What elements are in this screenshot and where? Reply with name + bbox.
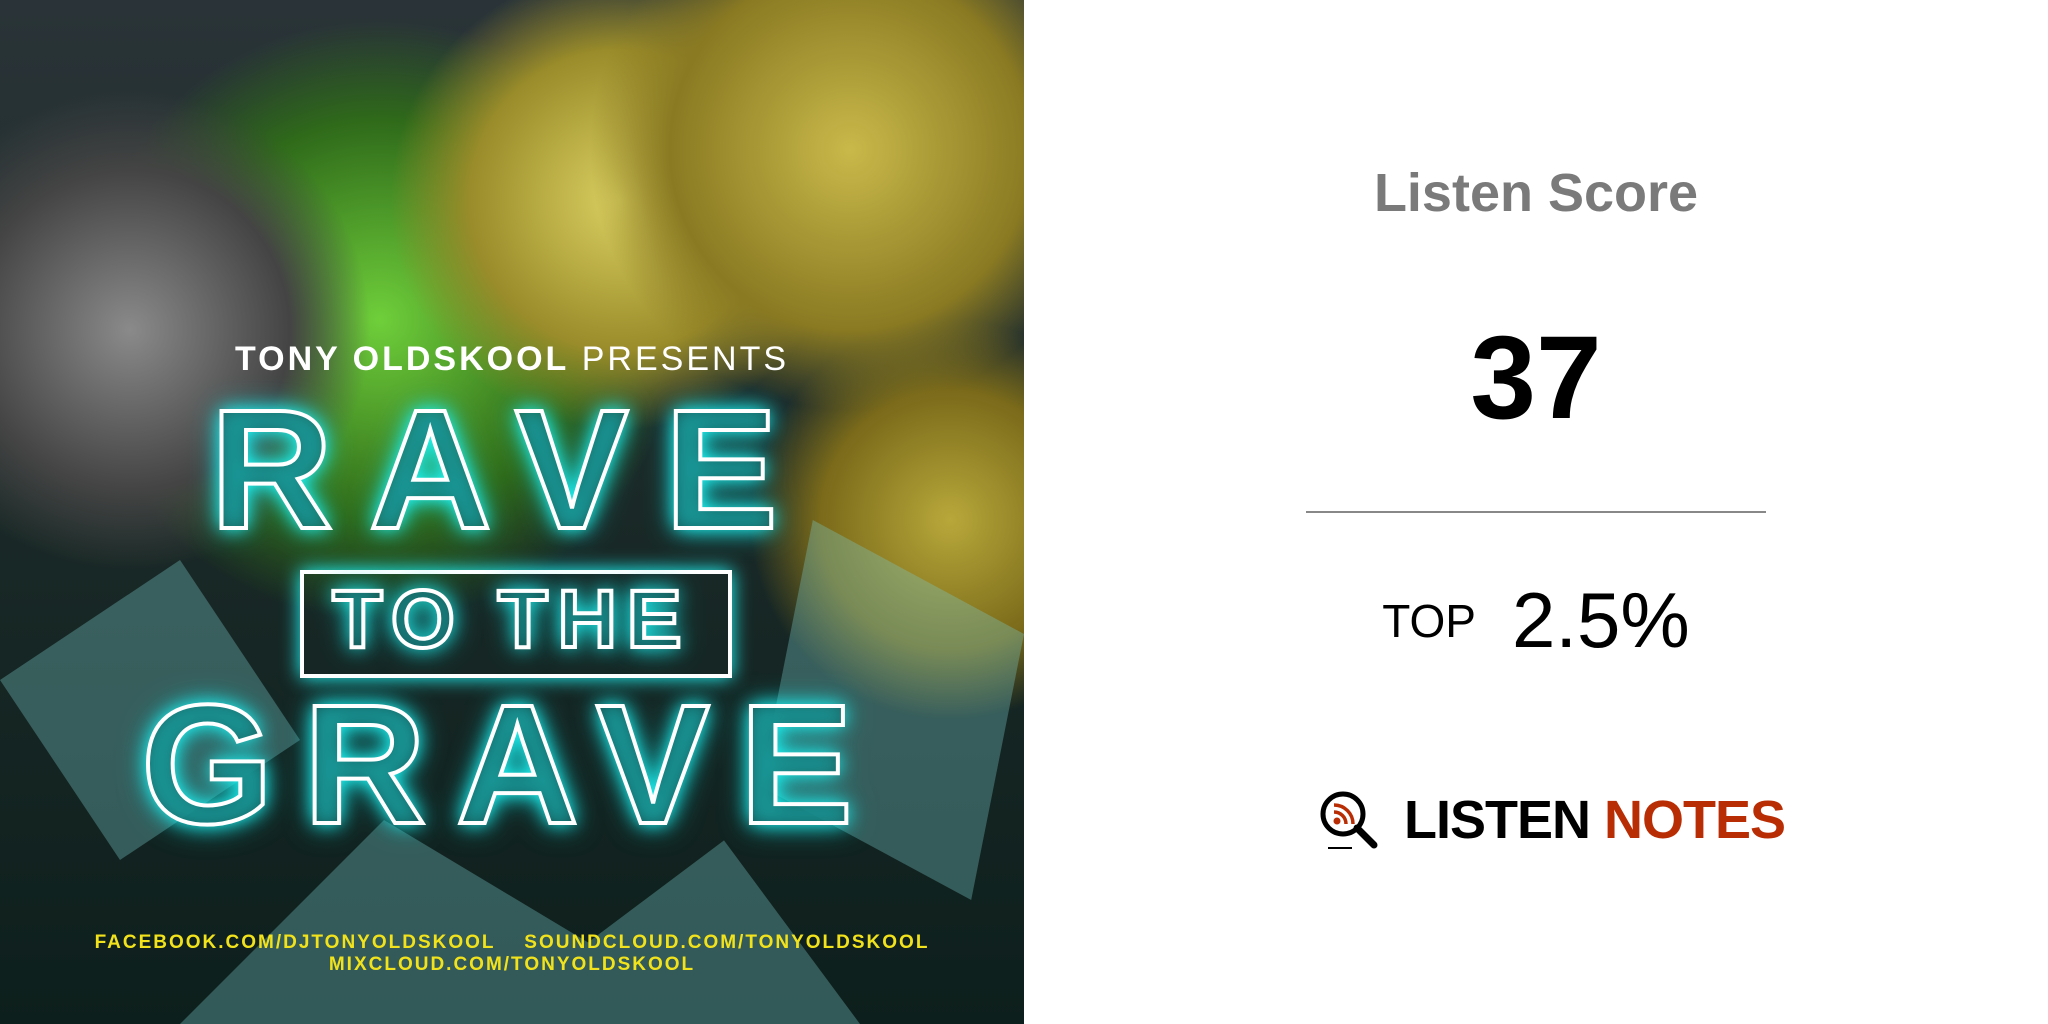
cover-title-rave: RAVE xyxy=(208,375,814,565)
top-percentile: TOP 2.5% xyxy=(1306,575,1766,666)
cover-presenter: TONY OLDSKOOL PRESENTS xyxy=(234,340,790,378)
logo-notes: NOTES xyxy=(1604,790,1786,850)
logo-listen: LISTEN xyxy=(1404,790,1591,850)
top-value: 2.5% xyxy=(1511,576,1690,664)
cover-title-box xyxy=(300,570,732,678)
cover-title-to-the: TO THE xyxy=(330,573,692,667)
cover-links: FACEBOOK.COM/DJTONYOLDSKOOL SOUNDCLOUD.C… xyxy=(94,932,930,953)
top-label: TOP xyxy=(1382,594,1476,647)
podcast-cover-art: TONY OLDSKOOL PRESENTS RAVE TO THE GRAVE… xyxy=(0,0,1024,1024)
cover-title-grave: GRAVE xyxy=(139,670,883,860)
listen-notes-logo: LISTEN NOTES xyxy=(1318,785,1786,855)
magnifier-rss-icon xyxy=(1320,791,1378,849)
cover-links-mixcloud: MIXCLOUD.COM/TONYOLDSKOOL xyxy=(328,954,696,975)
listen-score-title: Listen Score xyxy=(1373,163,1699,223)
divider xyxy=(1306,511,1766,513)
listen-score-value: 37 xyxy=(1470,312,1602,444)
